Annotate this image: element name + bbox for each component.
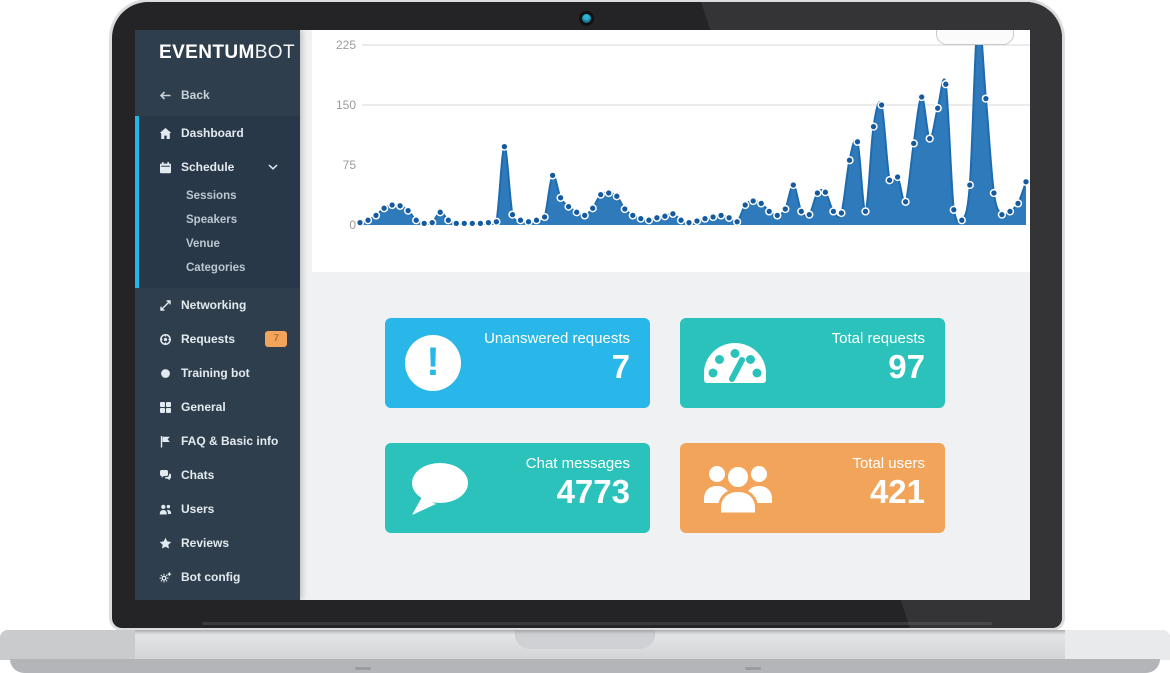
circle-icon (161, 368, 170, 378)
main-content: 225 150 75 0 ! Unanswered requests 7 (300, 30, 1030, 600)
webcam (582, 14, 591, 23)
sidebar-item-faq[interactable]: FAQ & Basic info (135, 424, 300, 458)
stat-card-total-users: Total users 421 (680, 443, 945, 533)
stat-value: 7 (611, 348, 630, 385)
gauge-icon (700, 340, 770, 386)
sidebar-item-sessions[interactable]: Sessions (139, 184, 300, 208)
sidebar-item-label: Reviews (181, 536, 230, 550)
stat-label: Total users (852, 455, 925, 472)
stat-cards: ! Unanswered requests 7 Total requests 9… (385, 318, 945, 533)
chart-toolbar-button[interactable] (936, 30, 1014, 45)
life-ring-icon (160, 333, 171, 345)
sidebar-item-label: Dashboard (181, 126, 244, 140)
sidebar-item-label: Training bot (181, 366, 250, 380)
sidebar-item-label: Chats (181, 468, 215, 482)
laptop-base-cap-left (0, 630, 135, 660)
sidebar-item-requests[interactable]: Requests 7 (135, 322, 300, 356)
logo-part-1: EVENTUM (159, 42, 255, 63)
subitem-label: Venue (186, 238, 220, 250)
y-axis-tick: 150 (335, 98, 356, 112)
sidebar-item-reviews[interactable]: Reviews (135, 526, 300, 560)
sidebar-item-schedule[interactable]: Schedule (139, 150, 300, 184)
sidebar-item-training-bot[interactable]: Training bot (135, 356, 300, 390)
star-icon (159, 537, 172, 548)
sidebar-item-venue[interactable]: Venue (139, 232, 300, 256)
subitem-label: Categories (186, 262, 246, 274)
y-axis-tick: 225 (335, 38, 356, 52)
flag-icon (160, 435, 170, 447)
laptop-base-top (0, 630, 1170, 660)
sidebar-item-label: Networking (181, 298, 247, 312)
stat-label: Total requests (831, 330, 925, 347)
laptop-base (0, 630, 1170, 673)
sidebar-item-chats[interactable]: Chats (135, 458, 300, 492)
back-label: Back (181, 88, 210, 102)
activity-chart-panel: 225 150 75 0 (312, 30, 1030, 272)
chevron-down-icon (268, 164, 278, 170)
calendar-icon (160, 161, 171, 173)
bezel-bottom-highlight (202, 622, 992, 625)
arrow-left-icon (159, 90, 171, 100)
laptop-base-bottom (10, 659, 1160, 673)
networking-icon (160, 299, 171, 311)
requests-count-badge: 7 (265, 331, 287, 347)
users-group-icon (700, 460, 776, 516)
y-axis-tick: 0 (349, 218, 356, 232)
sidebar-item-bot-config[interactable]: Bot config (135, 560, 300, 594)
app-window: EVENTUM BOT Back Dashboard Schedule (135, 30, 1030, 600)
stat-value: 97 (888, 348, 925, 385)
laptop-base-cap-right (1065, 630, 1170, 660)
sidebar-item-networking[interactable]: Networking (135, 288, 300, 322)
alert-icon: ! (405, 335, 461, 391)
sidebar-item-label: FAQ & Basic info (181, 434, 279, 448)
sidebar-item-label: General (181, 400, 226, 414)
gears-icon (159, 571, 172, 582)
grid-icon (160, 401, 171, 413)
sidebar: EVENTUM BOT Back Dashboard Schedule (135, 30, 300, 600)
stat-card-total-requests: Total requests 97 (680, 318, 945, 408)
subitem-label: Sessions (186, 190, 237, 202)
stat-label: Chat messages (525, 455, 630, 472)
sidebar-active-group: Dashboard Schedule Sessions Speakers Ven… (135, 116, 300, 288)
sidebar-item-back[interactable]: Back (135, 76, 300, 114)
laptop-thumb-scoop (515, 630, 655, 649)
app-logo: EVENTUM BOT (135, 30, 300, 76)
laptop-screen-bezel: EVENTUM BOT Back Dashboard Schedule (112, 2, 1062, 628)
logo-part-2: BOT (254, 42, 295, 63)
stat-card-unanswered-requests: ! Unanswered requests 7 (385, 318, 650, 408)
sidebar-nav: Networking Requests 7 Training bot Gener… (135, 288, 300, 594)
sidebar-item-dashboard[interactable]: Dashboard (139, 116, 300, 150)
users-icon (159, 504, 172, 514)
home-icon (159, 127, 172, 139)
sidebar-item-label: Users (181, 502, 215, 516)
sidebar-item-label: Schedule (181, 160, 235, 174)
laptop-foot (355, 667, 371, 670)
subitem-label: Speakers (186, 214, 238, 226)
stat-value: 4773 (556, 473, 630, 510)
stat-card-chat-messages: Chat messages 4773 (385, 443, 650, 533)
sidebar-item-speakers[interactable]: Speakers (139, 208, 300, 232)
laptop-foot (745, 667, 761, 670)
chat-bubble-icon (405, 459, 471, 517)
area-chart-svg (355, 30, 1030, 228)
sidebar-item-categories[interactable]: Categories (139, 256, 300, 280)
sidebar-item-label: Bot config (181, 570, 241, 584)
chat-bubbles-icon (160, 469, 171, 480)
sidebar-item-label: Requests (181, 332, 236, 346)
sidebar-item-users[interactable]: Users (135, 492, 300, 526)
y-axis-tick: 75 (342, 158, 356, 172)
stat-value: 421 (869, 473, 925, 510)
sidebar-item-general[interactable]: General (135, 390, 300, 424)
stat-label: Unanswered requests (484, 330, 630, 347)
